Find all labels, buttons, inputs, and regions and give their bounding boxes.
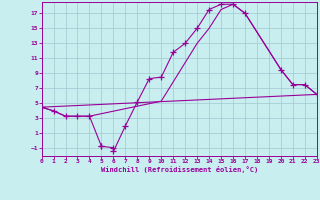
- X-axis label: Windchill (Refroidissement éolien,°C): Windchill (Refroidissement éolien,°C): [100, 166, 258, 173]
